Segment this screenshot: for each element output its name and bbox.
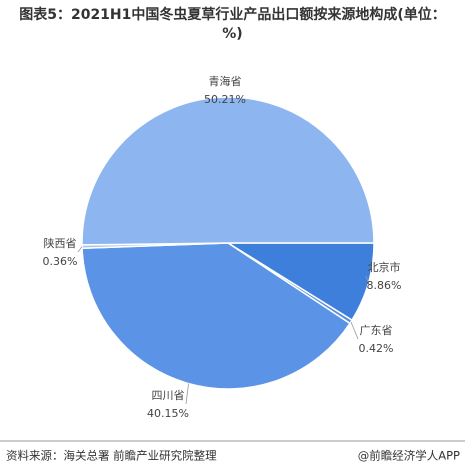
slice-label: 北京市: [368, 260, 401, 274]
slice-label: 陕西省: [44, 236, 77, 250]
leader-line: [185, 383, 189, 405]
pie-slice: [81, 242, 351, 390]
slice-label: 四川省: [152, 389, 185, 402]
chart-title: 图表5：2021H1中国冬虫夏草行业产品出口额按来源地构成(单位：%): [19, 7, 446, 42]
slice-value-label: 50.21%: [204, 93, 246, 106]
slice-value-label: 8.86%: [367, 279, 402, 292]
slice-value-label: 40.15%: [147, 407, 189, 420]
pie-slice: [81, 96, 375, 246]
leader-line: [77, 246, 83, 253]
brand: @前瞻经济学人APP: [358, 449, 460, 463]
slice-label: 青海省: [209, 74, 242, 88]
leader-line: [365, 275, 369, 284]
slice-label: 广东省: [360, 324, 393, 337]
slice-value-label: 0.36%: [43, 255, 78, 268]
source: 资料来源：海关总署 前瞻产业研究院整理: [6, 449, 217, 463]
slice-value-label: 0.42%: [359, 342, 394, 355]
leader-line: [350, 321, 359, 340]
